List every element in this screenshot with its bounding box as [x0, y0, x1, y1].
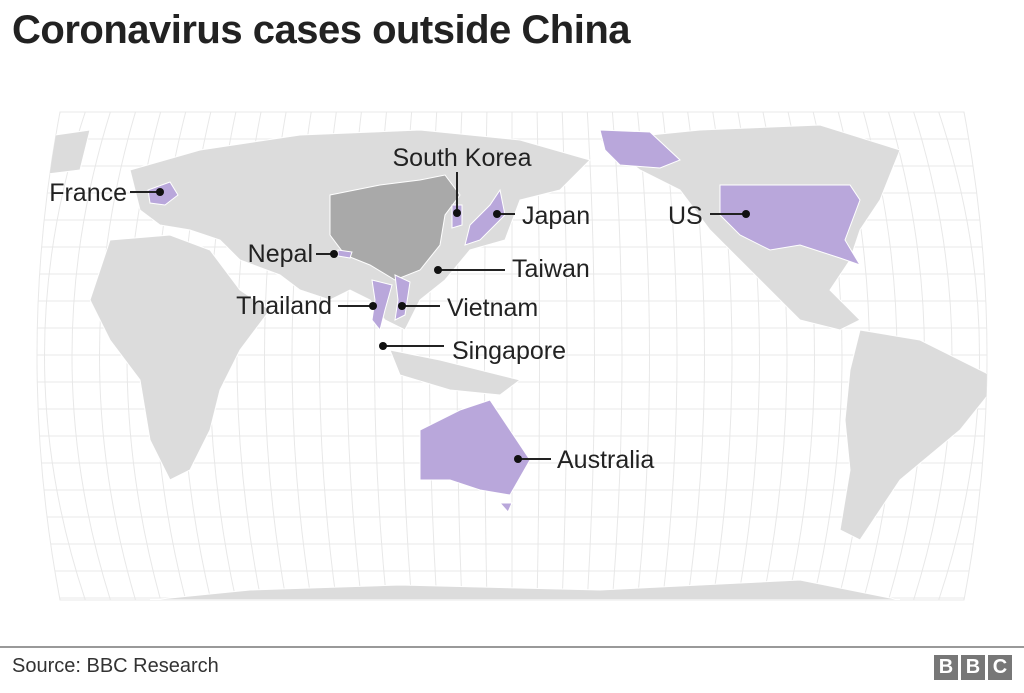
alaska-shape [599, 129, 681, 169]
label-vietnam: Vietnam [447, 294, 538, 322]
meridian-line [938, 112, 980, 600]
source-text: Source: BBC Research [12, 655, 219, 677]
dot-singapore [379, 342, 387, 350]
indonesia [389, 349, 522, 396]
label-south-korea: South Korea [393, 144, 532, 172]
label-france: France [49, 179, 127, 207]
antarctica [149, 579, 901, 600]
footer-divider [0, 646, 1024, 648]
meridian-line [44, 112, 86, 600]
meridian-line [586, 112, 595, 600]
greenland [37, 129, 91, 176]
label-australia: Australia [557, 446, 654, 474]
label-nepal: Nepal [248, 240, 313, 268]
page-title: Coronavirus cases outside China [12, 8, 631, 52]
label-us: US [668, 202, 703, 230]
label-singapore: Singapore [452, 337, 566, 365]
land [37, 124, 987, 600]
dot-us [742, 210, 750, 218]
meridian-line [611, 112, 623, 600]
meridian-line [99, 112, 136, 600]
dot-south-korea [453, 209, 461, 217]
dot-taiwan [434, 266, 442, 274]
dot-nepal [330, 250, 338, 258]
dot-thailand [369, 302, 377, 310]
dot-japan [493, 210, 501, 218]
dot-australia [514, 455, 522, 463]
nepal-shape [337, 249, 353, 259]
africa [89, 234, 271, 481]
label-thailand: Thailand [236, 292, 332, 320]
bbc-logo-letter: B [961, 655, 985, 680]
meridian-line [637, 112, 650, 600]
bbc-logo-letter: B [934, 655, 958, 680]
australia-shape [419, 399, 531, 496]
thailand-shape [371, 279, 393, 332]
country-labels: France South Korea Japan US Nepal Taiwan… [49, 144, 703, 474]
leader-lines [130, 172, 746, 460]
affected-countries [147, 129, 862, 513]
location-dots [156, 188, 750, 463]
dot-vietnam [398, 302, 406, 310]
vietnam-shape [394, 274, 411, 321]
world-map: France South Korea Japan US Nepal Taiwan… [36, 111, 988, 601]
label-taiwan: Taiwan [512, 255, 590, 283]
bbc-logo-letter: C [988, 655, 1012, 680]
dot-france [156, 188, 164, 196]
tasmania-shape [498, 502, 513, 513]
label-japan: Japan [522, 202, 590, 230]
bbc-logo: B B C [934, 655, 1012, 680]
south-america [839, 329, 987, 541]
us-shape [719, 184, 862, 266]
meridian-line [71, 112, 111, 600]
